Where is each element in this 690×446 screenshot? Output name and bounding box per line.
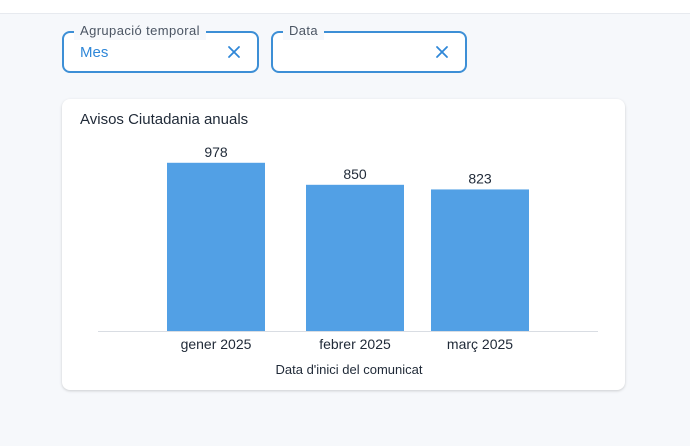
bar[interactable]	[306, 184, 404, 331]
bar-chart: 978 gener 2025 850 febrer 2025 823 març 2025 D…	[98, 144, 598, 377]
x-tick-label: març 2025	[447, 336, 513, 352]
x-tick-label: gener 2025	[181, 336, 252, 352]
close-icon[interactable]	[225, 43, 243, 61]
chart-title: Avisos Ciutadania anuals	[80, 111, 249, 128]
data-label: 823	[468, 170, 492, 186]
top-bar	[0, 0, 690, 14]
data-select[interactable]: Data	[271, 22, 467, 73]
data-label: 850	[343, 166, 367, 182]
x-axis-label: Data d'inici del comunicat	[276, 362, 423, 377]
agrupacio-temporal-label: Agrupació temporal	[74, 22, 206, 40]
data-label: Data	[283, 22, 325, 40]
bar[interactable]	[167, 162, 265, 331]
bar[interactable]	[431, 189, 529, 331]
chart-card: Avisos Ciutadania anuals 978 gener 2025 85…	[62, 99, 625, 390]
close-icon[interactable]	[433, 43, 451, 61]
data-label: 978	[204, 144, 228, 160]
x-tick-label: febrer 2025	[319, 336, 391, 352]
agrupacio-temporal-select[interactable]: Agrupació temporal Mes	[62, 22, 259, 73]
agrupacio-temporal-value: Mes	[80, 44, 109, 61]
